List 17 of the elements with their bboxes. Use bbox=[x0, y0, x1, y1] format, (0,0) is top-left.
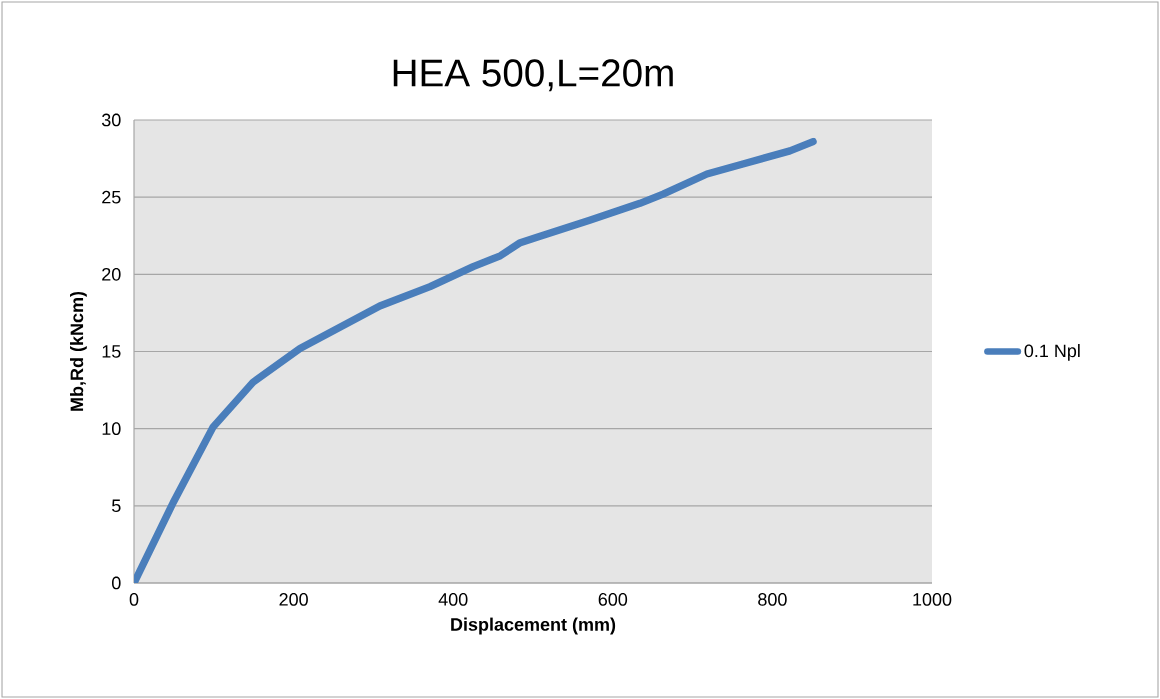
chart-title: HEA 500,L=20m bbox=[393, 59, 673, 92]
x-tick-label: 0 bbox=[129, 593, 139, 606]
y-axis-title: Mb,Rd (kNcm) bbox=[70, 291, 87, 411]
y-tick-label: 25 bbox=[102, 190, 121, 204]
x-tick-label: 400 bbox=[438, 593, 468, 606]
x-axis-title: Displacement (mm) bbox=[451, 617, 616, 635]
y-tick-label: 0 bbox=[112, 576, 121, 590]
y-tick-label: 20 bbox=[102, 267, 121, 281]
y-tick-label: 10 bbox=[102, 422, 121, 436]
x-tick-label: 600 bbox=[598, 593, 628, 606]
y-tick-label: 5 bbox=[112, 499, 121, 513]
legend-label: 0.1 Npl bbox=[1024, 343, 1080, 361]
y-tick-label: 30 bbox=[101, 113, 121, 127]
x-tick-label: 1000 bbox=[913, 593, 952, 606]
x-tick-label: 200 bbox=[279, 593, 308, 606]
y-tick-label: 15 bbox=[102, 345, 121, 358]
x-tick-label: 800 bbox=[758, 593, 787, 606]
